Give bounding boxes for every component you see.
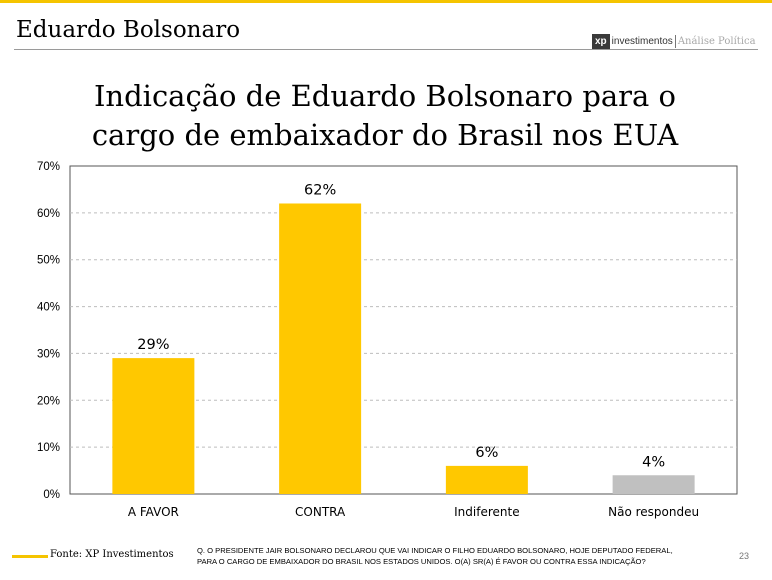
bar-value-label: 6% — [475, 445, 498, 461]
x-category-label: A FAVOR — [128, 505, 179, 519]
y-tick-label: 20% — [37, 395, 60, 407]
x-category-label: Indiferente — [454, 505, 519, 519]
top-accent-bar — [0, 0, 772, 3]
bar — [612, 475, 695, 494]
y-tick-label: 60% — [37, 208, 60, 220]
y-tick-label: 50% — [37, 255, 60, 267]
footer-question: Q. O PRESIDENTE JAIR BOLSONARO DECLAROU … — [197, 545, 737, 567]
plot-frame — [69, 165, 738, 495]
bar — [279, 203, 362, 494]
bar-value-label: 29% — [137, 337, 169, 353]
x-category-label: CONTRA — [295, 505, 346, 519]
x-category-label: Não respondeu — [608, 505, 699, 519]
footer-source: Fonte: XP Investimentos — [50, 549, 174, 560]
bar — [445, 465, 528, 494]
bar — [112, 358, 195, 494]
logo-separator — [674, 34, 676, 48]
y-tick-label: 10% — [37, 442, 60, 454]
chart-title-line-1: Indicação de Eduardo Bolsonaro para o — [93, 79, 677, 113]
chart-title: Indicação de Eduardo Bolsonaro para o ca… — [60, 77, 710, 155]
xp-logo-brand: investimentos — [611, 35, 673, 47]
chart-title-line-2: cargo de embaixador do Brasil nos EUA — [91, 118, 679, 152]
y-tick-label: 70% — [37, 161, 60, 173]
bar-value-label: 4% — [642, 454, 665, 470]
footer-accent-line — [12, 555, 48, 558]
page-number: 23 — [739, 551, 750, 561]
header-divider — [14, 49, 758, 50]
y-tick-label: 0% — [43, 489, 60, 501]
xp-logo-subtitle: Análise Política — [677, 35, 756, 47]
footer-question-line-1: Q. O PRESIDENTE JAIR BOLSONARO DECLAROU … — [197, 546, 673, 555]
xp-logo: xp investimentos Análise Política — [592, 33, 756, 49]
xp-logo-mark: xp — [592, 33, 610, 49]
y-tick-label: 40% — [37, 302, 60, 314]
page-header-title: Eduardo Bolsonaro — [16, 17, 241, 43]
footer-question-line-2: PARA O CARGO DE EMBAIXADOR DO BRASIL NOS… — [197, 557, 646, 566]
y-tick-label: 30% — [37, 348, 60, 360]
bar-value-label: 62% — [304, 182, 336, 198]
